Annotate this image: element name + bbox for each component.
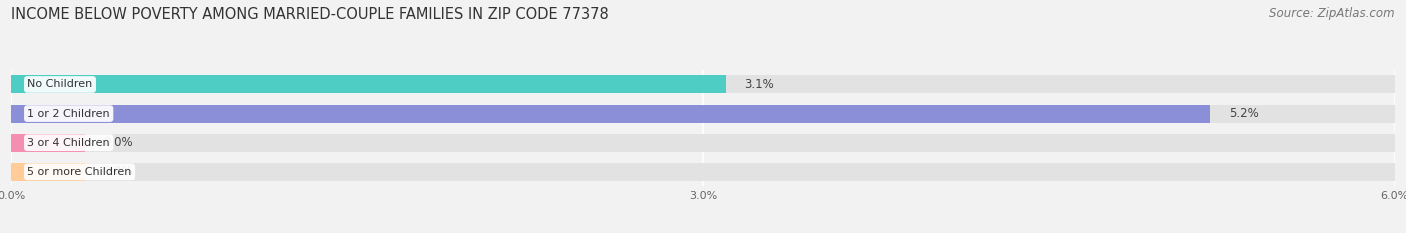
Text: No Children: No Children xyxy=(27,79,93,89)
Text: 3.1%: 3.1% xyxy=(745,78,775,91)
Bar xyxy=(11,75,725,93)
Text: 0.0%: 0.0% xyxy=(104,136,134,149)
Bar xyxy=(11,105,1395,123)
Bar xyxy=(11,163,84,181)
Text: INCOME BELOW POVERTY AMONG MARRIED-COUPLE FAMILIES IN ZIP CODE 77378: INCOME BELOW POVERTY AMONG MARRIED-COUPL… xyxy=(11,7,609,22)
Bar xyxy=(11,134,1395,152)
Text: 5.2%: 5.2% xyxy=(1229,107,1258,120)
Text: 5 or more Children: 5 or more Children xyxy=(27,167,132,177)
Text: 1 or 2 Children: 1 or 2 Children xyxy=(27,109,110,119)
Text: 3 or 4 Children: 3 or 4 Children xyxy=(27,138,110,148)
Text: 0.0%: 0.0% xyxy=(104,165,134,178)
Bar xyxy=(11,105,1211,123)
Bar xyxy=(11,75,1395,93)
Bar xyxy=(11,134,84,152)
Text: Source: ZipAtlas.com: Source: ZipAtlas.com xyxy=(1270,7,1395,20)
Bar xyxy=(11,163,1395,181)
